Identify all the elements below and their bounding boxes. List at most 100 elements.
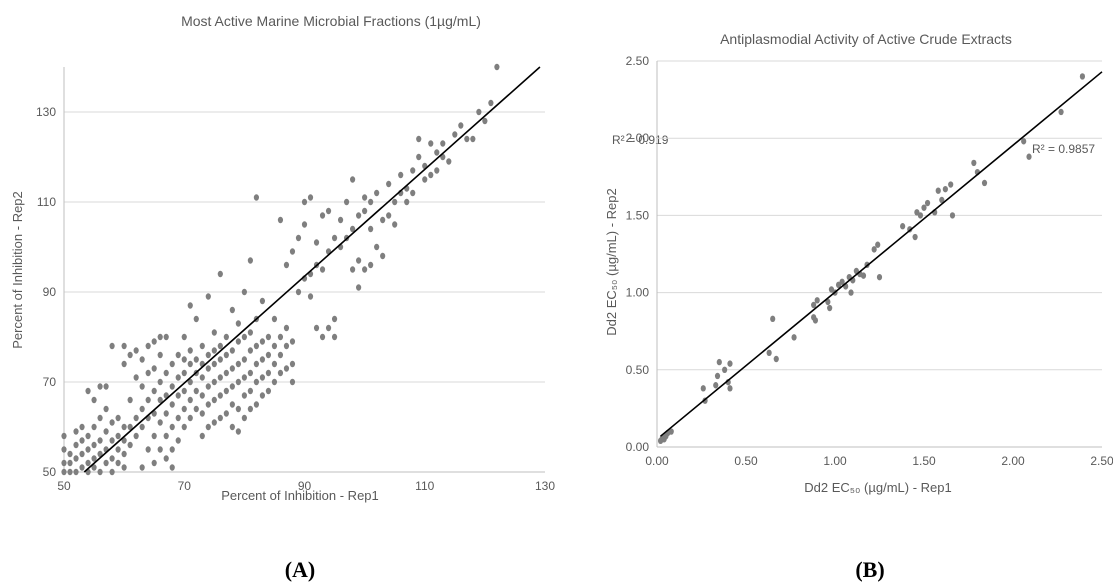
chart-b-y-tick-label: 1.00 (626, 286, 650, 300)
chart-a-data-point (169, 401, 175, 408)
chart-a-data-point (313, 324, 320, 332)
chart-a-data-point (79, 423, 85, 431)
chart-a-data-point (253, 378, 259, 386)
chart-b-axes (656, 61, 1102, 448)
chart-a-data-point (157, 351, 163, 359)
chart-a-data-point (199, 410, 205, 417)
chart-a-data-point (85, 459, 91, 467)
chart-a-data-point (79, 450, 85, 458)
chart-a-data-point (259, 297, 266, 305)
chart-a-data-point (205, 365, 211, 372)
chart-a-data-point (163, 369, 169, 377)
chart-a-data-point (193, 387, 199, 395)
chart-b-data-point (1021, 138, 1027, 145)
chart-a-data-point (109, 468, 115, 476)
chart-a-y-axis-label: Percent of Inhibition - Rep2 (10, 191, 25, 349)
chart-a-data-point (446, 158, 452, 165)
chart-b-data-point (1079, 73, 1086, 80)
chart-a-data-point (271, 315, 278, 323)
chart-a-data-point (91, 441, 97, 449)
chart-a-data-point (115, 414, 121, 422)
chart-a-data-point (434, 149, 440, 156)
chart-a-data-point (307, 194, 314, 201)
chart-a-data-point (331, 333, 338, 341)
chart-b-data-point (971, 159, 977, 167)
chart-a-data-point (127, 396, 133, 404)
chart-a-data-point (235, 320, 241, 327)
chart-a-data-point (277, 351, 284, 359)
chart-b-y-axis-label: Dd2 EC₅₀ (µg/mL) - Rep2 (604, 188, 619, 335)
chart-a-data-point (157, 446, 163, 453)
chart-a-data-point (151, 365, 157, 372)
chart-a-data-point (253, 360, 259, 368)
chart-a-y-tick-label: 70 (43, 375, 57, 389)
chart-a-data-point (193, 405, 199, 413)
chart-a-data-point (265, 369, 272, 377)
chart-a-data-point (175, 392, 181, 399)
chart-a-data-point (259, 392, 266, 399)
chart-b-y-tick-label: 0.50 (626, 363, 650, 377)
chart-a-data-point (325, 207, 332, 215)
chart-a-data-point (313, 239, 320, 246)
chart-a-data-point (241, 288, 247, 296)
chart-a-axes (63, 67, 545, 473)
chart-a-data-point (187, 414, 193, 422)
chart-a-data-point (133, 432, 139, 440)
chart-a-data-point (151, 387, 157, 395)
chart-a-data-point (181, 369, 187, 377)
chart-a-data-point (103, 405, 109, 413)
chart-a-r2-label: R² = 0.919 (612, 133, 669, 147)
chart-a-data-point (422, 176, 428, 183)
chart-a-data-point (223, 369, 229, 377)
chart-a-data-point (121, 423, 127, 431)
chart-a-data-point (386, 212, 392, 219)
chart-a-data-point (247, 387, 253, 395)
chart-a-data-point (199, 374, 205, 381)
chart-a-data-point (283, 324, 290, 332)
chart-a-data-point (277, 216, 284, 224)
chart-a-data-point (277, 369, 284, 377)
chart-b-data-point (948, 181, 954, 188)
chart-b-data-point (876, 273, 883, 281)
chart-a-data-point (482, 117, 488, 125)
chart-b-trendline (660, 71, 1103, 437)
chart-a-data-point (67, 468, 73, 476)
chart-a-data-point (73, 428, 79, 435)
chart-a-data-point (169, 360, 175, 368)
chart-a-data-point (289, 338, 296, 345)
chart-a-data-point (211, 378, 217, 386)
chart-a-data-point (121, 437, 127, 444)
chart-a-data-point (350, 266, 356, 273)
chart-a-data-point (133, 374, 139, 381)
chart-a-data-point (157, 378, 163, 386)
chart-a-data-point (404, 198, 410, 206)
chart-b-data-point (1058, 108, 1064, 116)
chart-a-data-point (217, 270, 223, 278)
chart-a-data-point (169, 446, 175, 453)
chart-a-data-point (169, 383, 175, 390)
chart-b-data-point (766, 349, 772, 357)
chart-a-data-point (187, 347, 193, 354)
chart-a-data-point (301, 221, 308, 228)
chart-a-data-point (199, 392, 205, 399)
chart-a-data-point (319, 333, 326, 341)
chart-b-data-point (912, 233, 918, 241)
chart-a-data-point (277, 333, 284, 341)
chart-b-data-point (773, 355, 779, 363)
chart-a-data-point (97, 468, 103, 476)
chart-b-data-point (917, 212, 924, 219)
chart-a-data-point (163, 455, 169, 462)
chart-a-data-point (61, 468, 67, 476)
chart-a-data-point (350, 176, 356, 183)
chart-b-data-point (814, 297, 820, 304)
chart-a-data-point (386, 180, 392, 188)
chart-b-x-tick-label: 1.50 (912, 454, 936, 468)
chart-a-data-point (103, 459, 109, 467)
chart-a-data-point (139, 464, 145, 471)
chart-b-data-point (939, 196, 945, 204)
chart-a-data-point (169, 464, 175, 471)
chart-a-data-point (121, 464, 127, 471)
chart-a-data-point (127, 423, 133, 431)
chart-b-data-point (825, 298, 831, 306)
chart-a-data-point (229, 347, 235, 354)
